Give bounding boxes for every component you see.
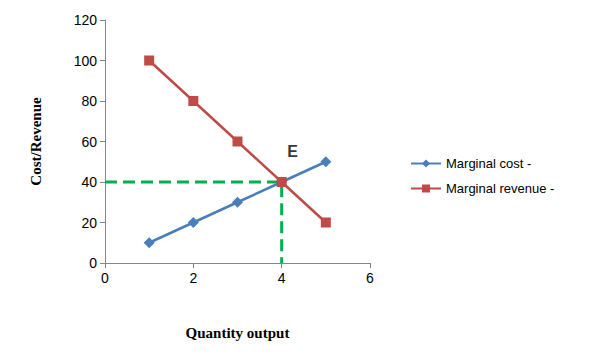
svg-text:4: 4 bbox=[278, 270, 286, 286]
svg-text:20: 20 bbox=[81, 215, 97, 231]
svg-text:Cost/Revenue: Cost/Revenue bbox=[28, 97, 44, 186]
svg-text:6: 6 bbox=[366, 270, 374, 286]
svg-text:80: 80 bbox=[81, 93, 97, 109]
svg-text:100: 100 bbox=[74, 53, 98, 69]
svg-text:2: 2 bbox=[189, 270, 197, 286]
svg-text:120: 120 bbox=[74, 12, 98, 28]
svg-text:Marginal cost -: Marginal cost - bbox=[446, 156, 531, 171]
svg-text:0: 0 bbox=[89, 255, 97, 271]
svg-text:40: 40 bbox=[81, 174, 97, 190]
svg-text:0: 0 bbox=[101, 270, 109, 286]
svg-text:Marginal revenue -: Marginal revenue - bbox=[446, 181, 554, 196]
svg-text:60: 60 bbox=[81, 134, 97, 150]
svg-text:Quantity output: Quantity output bbox=[186, 325, 290, 341]
svg-text:E: E bbox=[287, 143, 298, 160]
